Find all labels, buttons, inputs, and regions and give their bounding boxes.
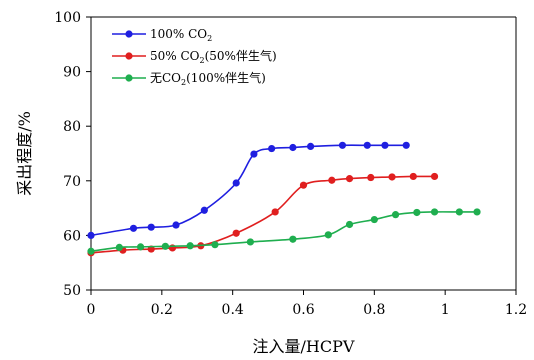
data-point (161, 242, 169, 250)
x-tick-label: 0.4 (222, 302, 244, 318)
data-point (268, 144, 276, 153)
data-point (345, 220, 354, 229)
legend-label-subscript: 2 (207, 34, 212, 43)
data-point (409, 172, 417, 181)
data-point (473, 208, 481, 216)
x-tick-label: 0.8 (363, 302, 385, 318)
x-tick-label: 0.2 (151, 302, 173, 318)
data-point (345, 175, 354, 183)
series-3 (87, 208, 481, 255)
data-point (87, 231, 95, 239)
series-layer (87, 141, 481, 257)
data-point (430, 172, 439, 181)
data-point (129, 224, 138, 232)
x-tick-label: 0.6 (292, 302, 314, 318)
data-point (367, 173, 375, 182)
data-point (306, 142, 315, 151)
data-point (430, 208, 439, 216)
data-point (232, 179, 240, 187)
legend-label-suffix: (50%伴生气) (205, 48, 277, 63)
legend-label-suffix: (100%伴生气) (186, 70, 266, 85)
data-point (455, 208, 463, 216)
data-point (232, 229, 240, 237)
legend-label: 100% CO2 (150, 27, 212, 43)
data-point (381, 141, 389, 149)
data-point (338, 141, 347, 149)
data-point (391, 211, 400, 219)
data-point (172, 221, 180, 229)
x-axis-title: 注入量/HCPV (253, 337, 355, 356)
legend-item: 100% CO2 (112, 27, 212, 43)
legend-label-main: 无CO (150, 71, 181, 85)
legend-label: 无CO2(100%伴生气) (150, 70, 266, 87)
data-point (200, 206, 208, 214)
series-1 (87, 141, 410, 239)
y-tick-label: 100 (54, 10, 81, 26)
data-point (413, 208, 421, 217)
x-tick-label: 1 (441, 302, 450, 318)
data-point (289, 143, 297, 152)
y-axis-title: 采出程度/% (15, 111, 34, 196)
data-point (147, 223, 155, 231)
data-point (115, 243, 123, 252)
data-point (402, 141, 410, 149)
data-point (87, 247, 95, 255)
data-point (246, 238, 254, 246)
legend-item: 无CO2(100%伴生气) (112, 70, 266, 87)
data-point (299, 181, 308, 189)
x-ticks: 0 0.2 0.4 0.6 0.8 1 1.2 (87, 290, 527, 318)
legend-label-main: 100% CO (150, 27, 207, 41)
x-tick-label: 0 (87, 302, 96, 318)
x-tick-label: 1.2 (505, 302, 527, 318)
data-point (370, 215, 378, 224)
data-point (289, 235, 297, 243)
legend-label-subscript: 2 (200, 56, 205, 65)
legend-label-main: 50% CO (150, 49, 200, 63)
y-tick-label: 50 (63, 283, 81, 299)
y-tick-label: 80 (63, 119, 81, 135)
data-point (324, 231, 332, 239)
legend-item: 50% CO2(50%伴生气) (112, 48, 277, 65)
data-point (211, 241, 219, 249)
y-tick-label: 60 (63, 228, 81, 244)
data-point (388, 173, 396, 181)
data-point (271, 208, 279, 216)
data-point (328, 176, 336, 184)
legend-label: 50% CO2(50%伴生气) (150, 48, 277, 65)
data-point (250, 150, 258, 158)
y-ticks: 50 60 70 80 90 100 (54, 10, 91, 299)
y-tick-label: 70 (63, 174, 81, 190)
data-point (136, 243, 145, 251)
data-point (186, 242, 194, 250)
legend-swatch-marker (125, 30, 133, 38)
legend-label-subscript: 2 (181, 78, 186, 87)
legend-swatch-marker (125, 74, 133, 82)
series-line (90, 211, 478, 253)
y-tick-label: 90 (63, 65, 81, 81)
data-point (363, 141, 371, 149)
legend-swatch-marker (125, 52, 133, 60)
